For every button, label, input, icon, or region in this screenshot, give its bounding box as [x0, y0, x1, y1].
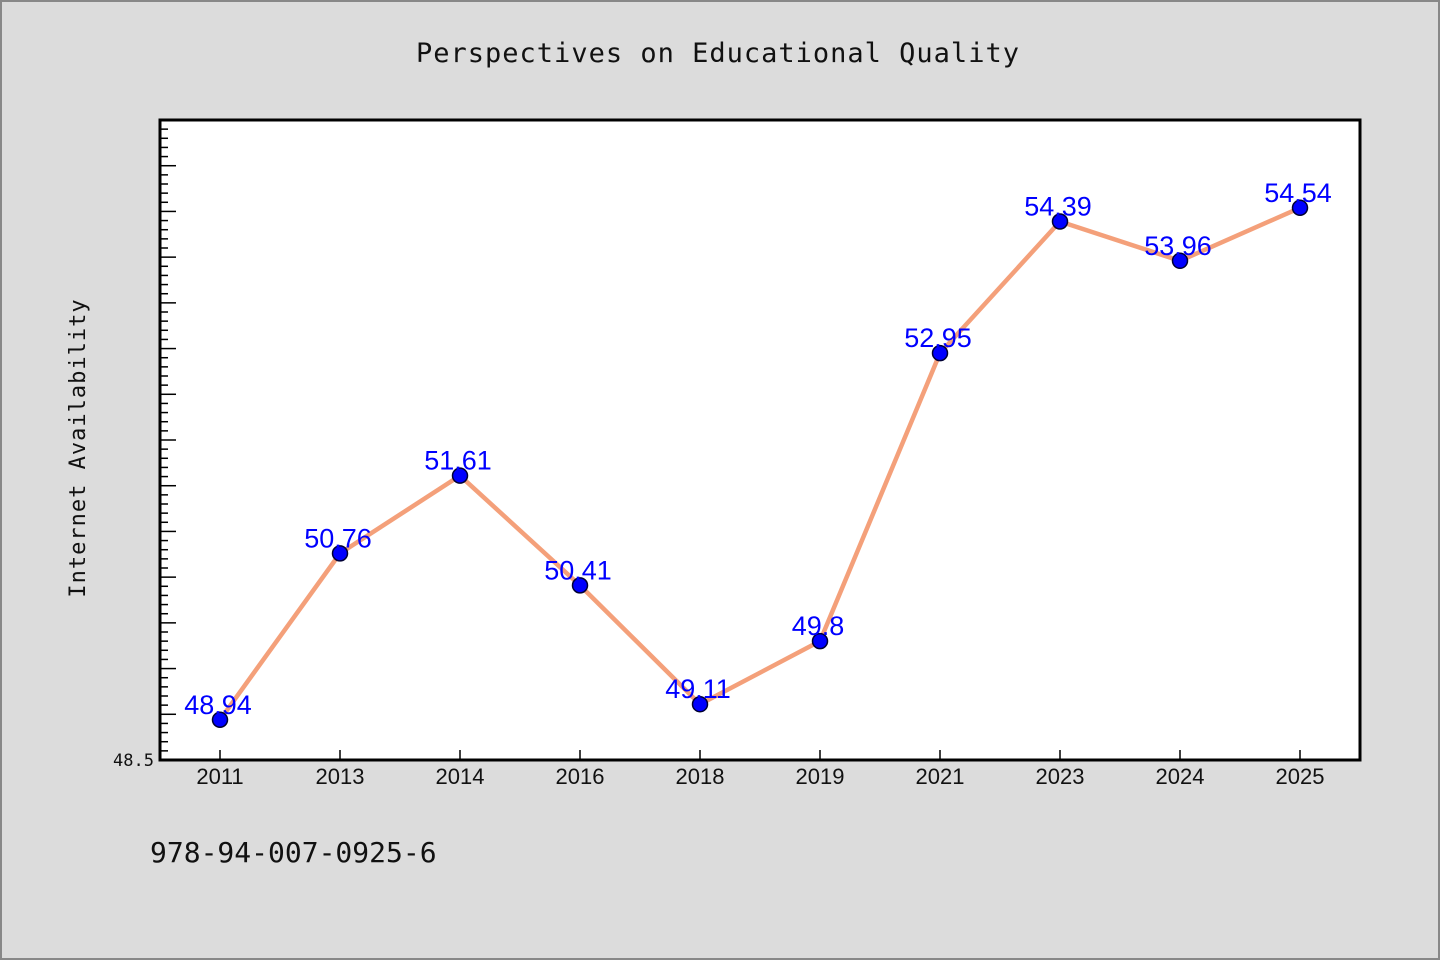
data-point — [331, 545, 349, 562]
data-point — [691, 695, 709, 713]
x-tick-label: 2023 — [1036, 764, 1085, 789]
data-label: 50.41 — [544, 555, 612, 585]
data-label: 51.61 — [424, 446, 492, 476]
y-axis-label: Internet Availability — [66, 298, 91, 597]
data-label: 49.8 — [792, 611, 845, 641]
data-label: 54.54 — [1264, 178, 1332, 208]
x-axis-ticks: 2011 2013 2014 2016 2018 2019 2021 2023 2024 2025 — [196, 750, 1324, 789]
data-point — [1051, 213, 1069, 230]
data-label: 49.11 — [665, 674, 731, 704]
data-point — [451, 467, 469, 484]
x-tick-label: 2019 — [796, 764, 845, 789]
x-tick-label: 2013 — [316, 764, 365, 789]
plot-area — [158, 118, 1362, 762]
x-tick-label: 2021 — [916, 764, 965, 789]
isbn-footer: 978-94-007-0925-6 — [150, 836, 437, 869]
data-label: 54.39 — [1024, 191, 1092, 221]
data-labels-group: 48.94 50.76 51.61 50.41 49.11 49.8 52.95 54.39 5… — [184, 178, 1332, 720]
x-tick-label: 2016 — [556, 764, 605, 789]
x-tick-label: 2018 — [676, 764, 725, 789]
x-tick-label: 2011 — [196, 764, 243, 789]
data-point — [1171, 252, 1189, 270]
data-label: 48.94 — [184, 690, 252, 720]
y-tick-label: 48.5 — [113, 751, 154, 771]
data-point — [571, 577, 589, 594]
x-tick-label: 2024 — [1156, 764, 1205, 789]
x-tick-label: 2014 — [436, 764, 485, 789]
data-point — [211, 711, 229, 729]
data-label: 53.96 — [1144, 231, 1212, 261]
series-group — [211, 199, 1309, 729]
data-point — [811, 632, 829, 650]
data-label: 52.95 — [904, 323, 972, 353]
data-point — [1291, 199, 1309, 217]
y-axis-ticks: 48.5 — [113, 128, 176, 771]
data-point — [931, 344, 949, 362]
series-line — [217, 205, 1303, 723]
x-tick-label: 2025 — [1276, 764, 1325, 789]
chart-title: Perspectives on Educational Quality — [416, 38, 1020, 69]
data-label: 50.76 — [304, 523, 372, 553]
